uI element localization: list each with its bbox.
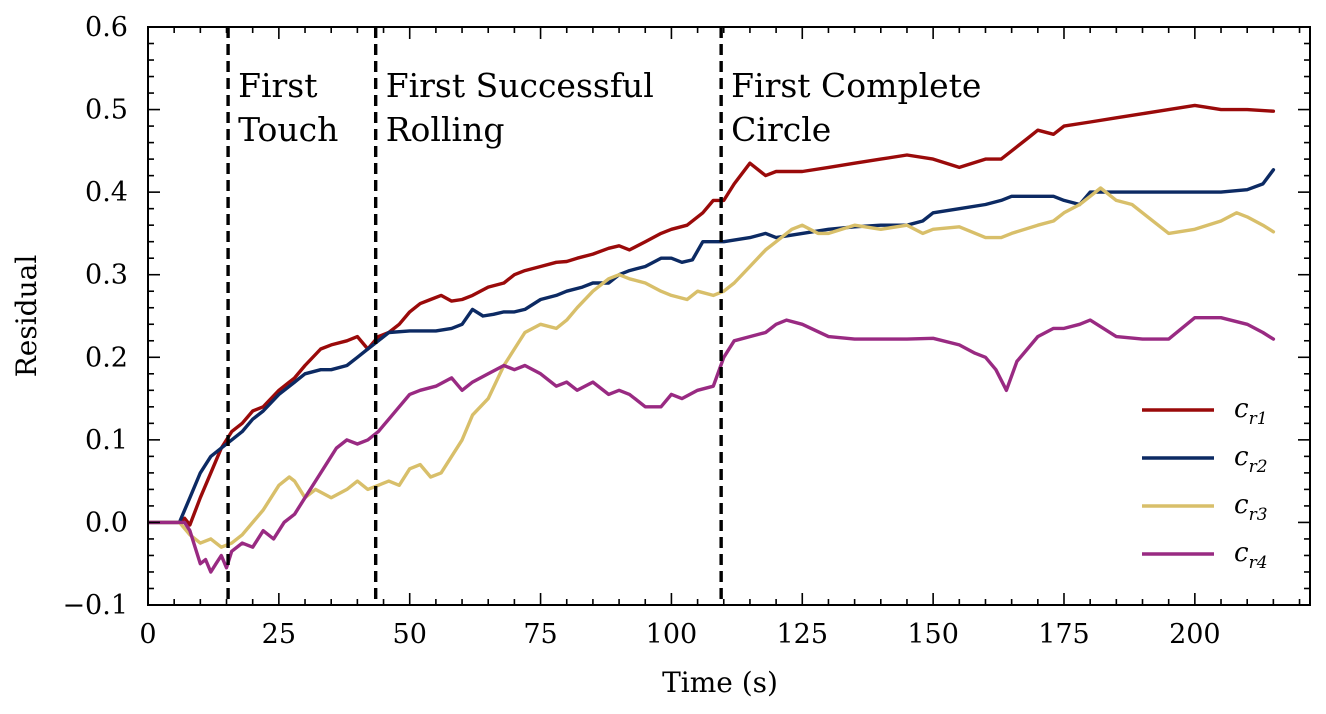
x-axis-label: Time (s) bbox=[662, 666, 778, 699]
y-axis-label: Residual bbox=[10, 255, 43, 378]
event-annotation-1-line-2: Touch bbox=[238, 110, 338, 149]
y-tick-label: 0.6 bbox=[85, 12, 128, 43]
x-tick-label: 150 bbox=[907, 619, 959, 650]
x-tick-label: 100 bbox=[646, 619, 698, 650]
x-tick-label: 50 bbox=[393, 619, 427, 650]
y-tick-label: 0.2 bbox=[85, 342, 128, 373]
x-tick-label: 75 bbox=[523, 619, 557, 650]
y-tick-labels: −0.1 0.0 0.1 0.2 0.3 0.4 0.5 0.6 bbox=[62, 12, 128, 621]
y-tick-label: 0.0 bbox=[85, 507, 128, 538]
y-tick-label: 0.3 bbox=[85, 260, 128, 291]
plot-frame bbox=[147, 26, 1311, 606]
y-tick-label: −0.1 bbox=[62, 590, 128, 621]
y-tick-label: 0.1 bbox=[85, 425, 128, 456]
event-annotation-1-line-1: First bbox=[238, 66, 317, 105]
event-annotation-2-line-2: Rolling bbox=[386, 110, 505, 149]
x-tick-labels: 0 25 50 75 100 125 150 175 200 bbox=[139, 619, 1220, 650]
series-layer bbox=[148, 103, 1276, 574]
y-tick-label: 0.4 bbox=[85, 177, 128, 208]
x-tick-label: 0 bbox=[139, 619, 156, 650]
x-tick-label: 175 bbox=[1038, 619, 1090, 650]
x-tick-label: 200 bbox=[1169, 619, 1221, 650]
axis-ticks bbox=[147, 26, 1310, 606]
x-tick-label: 25 bbox=[262, 619, 296, 650]
event-annotation-3-line-1: First Complete bbox=[731, 66, 981, 105]
events-layer: First Touch First Successful Rolling First C… bbox=[226, 27, 981, 605]
event-annotation-3-line-2: Circle bbox=[731, 110, 831, 149]
series-line-r4 bbox=[148, 316, 1276, 574]
series-line-r1 bbox=[148, 103, 1276, 527]
event-annotation-2-line-1: First Successful bbox=[386, 66, 654, 105]
x-tick-label: 125 bbox=[777, 619, 829, 650]
y-tick-label: 0.5 bbox=[85, 95, 128, 126]
